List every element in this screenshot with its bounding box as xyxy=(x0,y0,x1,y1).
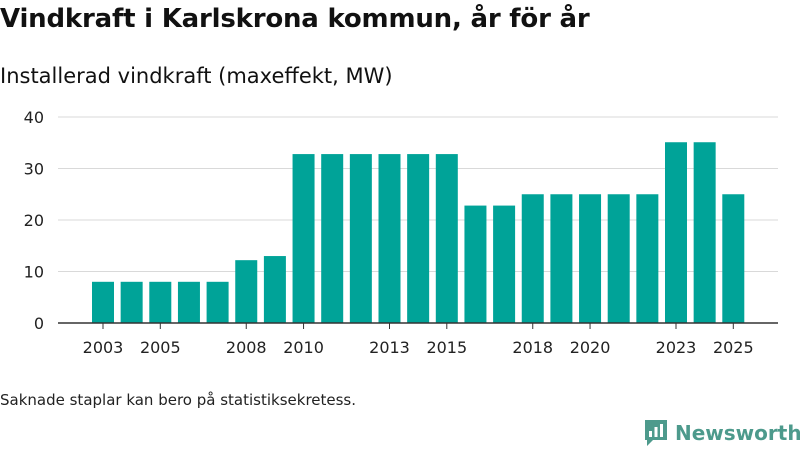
bar-2014 xyxy=(407,154,430,323)
bar-2023 xyxy=(665,142,687,323)
bar-2024 xyxy=(693,142,716,323)
x-tick-label: 2005 xyxy=(140,338,181,357)
bar-2012 xyxy=(349,154,372,323)
bar-2015 xyxy=(435,154,458,323)
x-tick-label: 2015 xyxy=(426,338,467,357)
bar-2019 xyxy=(550,194,573,323)
bar-2013 xyxy=(378,154,401,323)
x-tick-label: 2008 xyxy=(226,338,267,357)
bars xyxy=(92,142,745,323)
bar-2010 xyxy=(292,154,315,323)
bar-2018 xyxy=(521,194,544,323)
bar-2016 xyxy=(464,205,487,323)
bar-2007 xyxy=(206,281,229,323)
y-tick-label: 30 xyxy=(24,160,44,179)
y-tick-label: 10 xyxy=(24,263,44,282)
chart-title: Vindkraft i Karlskrona kommun, år för år xyxy=(0,4,590,34)
bar-2017 xyxy=(493,205,516,323)
bar-2011 xyxy=(321,154,344,323)
bar-2008 xyxy=(235,260,258,323)
x-tick-label: 2020 xyxy=(570,338,611,357)
x-tick-label: 2023 xyxy=(656,338,697,357)
newsworthy-logo-icon xyxy=(645,420,667,446)
bar-2020 xyxy=(579,194,602,323)
bar-2021 xyxy=(607,194,630,323)
x-tick-label: 2013 xyxy=(369,338,410,357)
chart-subtitle: Installerad vindkraft (maxeffekt, MW) xyxy=(0,64,393,88)
y-tick-label: 20 xyxy=(24,211,44,230)
y-tick-label: 0 xyxy=(34,314,44,333)
brand-logo: Newsworthy xyxy=(643,418,800,448)
x-tick-label: 2025 xyxy=(713,338,754,357)
x-tick-label: 2018 xyxy=(512,338,553,357)
footnote: Saknade staplar kan bero på statistiksek… xyxy=(0,391,357,409)
bar-2022 xyxy=(636,194,659,323)
bar-2009 xyxy=(263,256,286,323)
axes: 0 10 20 30 40 2003 2005 2008 2010 2013 2015 2018 202… xyxy=(24,108,778,357)
y-tick-label: 40 xyxy=(24,108,44,127)
x-tick-label: 2003 xyxy=(83,338,124,357)
bar-2004 xyxy=(120,281,143,323)
bar-2003 xyxy=(92,281,114,323)
bar-2025 xyxy=(722,194,745,323)
bar-2006 xyxy=(177,281,200,323)
brand-name: Newsworthy xyxy=(675,421,800,445)
x-tick-label: 2010 xyxy=(283,338,324,357)
bar-2005 xyxy=(149,281,172,323)
